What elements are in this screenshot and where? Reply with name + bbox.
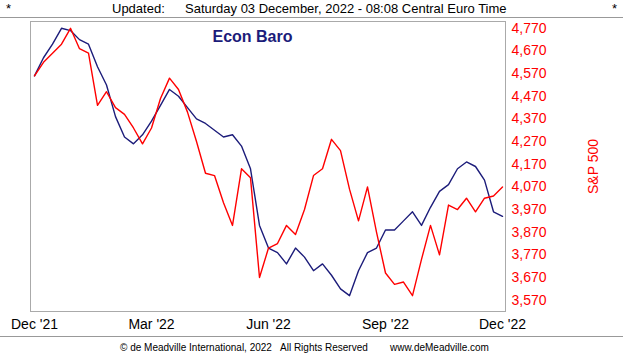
svg-text:3,570: 3,570 bbox=[512, 292, 547, 308]
html-text:www.deMeadville.com: www.deMeadville.com bbox=[390, 342, 489, 353]
svg-text:4,270: 4,270 bbox=[512, 133, 547, 149]
svg-text:4,470: 4,470 bbox=[512, 88, 547, 104]
svg-text:4,170: 4,170 bbox=[512, 156, 547, 172]
svg-text:4,370: 4,370 bbox=[512, 110, 547, 126]
html-text:Updated:: Updated: bbox=[112, 1, 165, 16]
svg-text:S&P 500: S&P 500 bbox=[585, 139, 601, 194]
html-text:Econ Baro: Econ Baro bbox=[212, 28, 293, 45]
html-text:All Rights Reserved: All Rights Reserved bbox=[280, 342, 368, 353]
svg-text:4,670: 4,670 bbox=[512, 42, 547, 58]
svg-text:3,970: 3,970 bbox=[512, 201, 547, 217]
svg-text:Sep '22: Sep '22 bbox=[362, 316, 409, 332]
svg-text:3,870: 3,870 bbox=[512, 224, 547, 240]
svg-text:Dec '21: Dec '21 bbox=[11, 316, 58, 332]
svg-text:Mar '22: Mar '22 bbox=[128, 316, 174, 332]
svg-text:4,770: 4,770 bbox=[512, 20, 547, 36]
svg-text:4,570: 4,570 bbox=[512, 65, 547, 81]
html-text:Saturday 03 December, 2022 - 0: Saturday 03 December, 2022 - 08:08 Centr… bbox=[185, 1, 507, 16]
svg-text:Jun '22: Jun '22 bbox=[246, 316, 291, 332]
svg-text:3,670: 3,670 bbox=[512, 269, 547, 285]
html-text:© de Meadville International,: © de Meadville International, 2022 bbox=[120, 342, 272, 353]
svg-text:4,070: 4,070 bbox=[512, 178, 547, 194]
svg-text:Dec '22: Dec '22 bbox=[479, 316, 526, 332]
svg-text:3,770: 3,770 bbox=[512, 246, 547, 262]
